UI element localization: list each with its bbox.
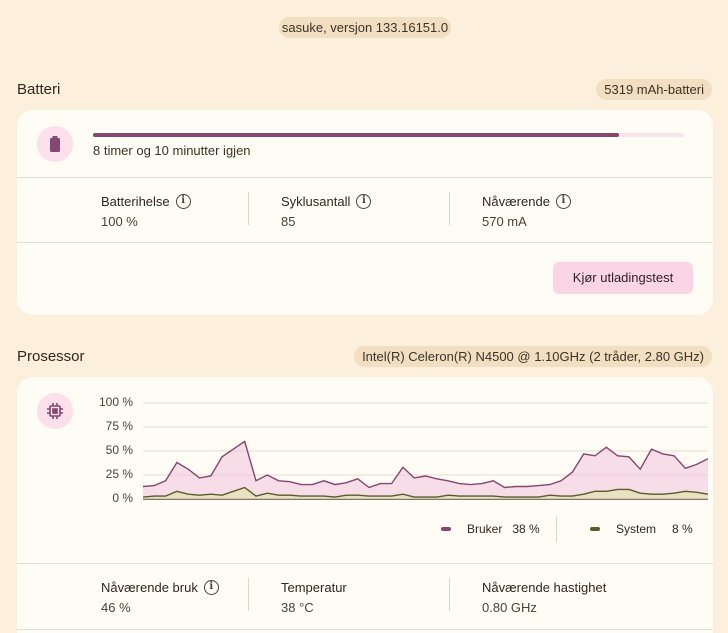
metric-value: 38 °C [281, 600, 314, 615]
legend-value: 38 % [512, 522, 540, 536]
metric-cycle-count: Syklusantall i 85 [281, 192, 372, 229]
y-tick-label: 0 % [112, 491, 133, 505]
processor-card: 100 % 75 % 50 % 25 % 0 % Bruker 38 % Sys… [17, 377, 713, 633]
metric-label: Nåværende bruk [101, 579, 198, 595]
metric-label: Syklusantall [281, 193, 351, 209]
battery-section-title: Batteri [17, 81, 61, 98]
legend-swatch [590, 527, 600, 531]
battery-charge-fill [93, 133, 619, 137]
battery-card: 8 timer og 10 minutter igjen Batterihels… [17, 110, 713, 315]
info-icon[interactable]: i [175, 193, 191, 209]
metric-current-speed: Nåværende hastighet 0.80 GHz [482, 578, 607, 616]
y-tick-label: 25 % [105, 467, 133, 481]
metric-label: Batterihelse [101, 193, 170, 209]
battery-time-remaining: 8 timer og 10 minutter igjen [93, 143, 251, 158]
metric-value: 100 % [101, 214, 138, 229]
metric-value: 0.80 GHz [482, 600, 537, 615]
separator [556, 516, 557, 542]
battery-icon [37, 126, 73, 162]
metric-battery-health: Batterihelse i 100 % [101, 192, 191, 229]
series-area-bruker [143, 441, 708, 499]
info-icon[interactable]: i [555, 193, 571, 209]
metric-label: Nåværende [482, 193, 550, 209]
battery-charge-bar [93, 133, 684, 137]
y-tick-label: 100 % [98, 395, 133, 409]
legend-user: Bruker 38 % [441, 522, 540, 536]
legend-value: 8 % [672, 522, 693, 536]
metric-value: 85 [281, 214, 296, 229]
legend-system: System 8 % [590, 522, 693, 536]
series-line-system [143, 486, 708, 498]
series-line-bruker [143, 440, 708, 489]
cpu-model-chip: Intel(R) Celeron(R) N4500 @ 1.10GHz (2 t… [354, 346, 712, 367]
processor-section-title: Prosessor [17, 348, 85, 365]
divider [17, 177, 713, 178]
version-chip: sasuke, versjon 133.16151.0 [279, 17, 451, 38]
discharge-test-button[interactable]: Kjør utladingstest [553, 262, 693, 294]
separator [248, 192, 249, 225]
metric-value: 46 % [101, 600, 131, 615]
divider [17, 563, 713, 564]
separator [449, 192, 450, 225]
legend-label: Bruker [467, 522, 503, 536]
metric-value: 570 mA [482, 214, 527, 229]
metric-temperature: Temperatur 38 °C [281, 578, 347, 616]
legend-swatch [441, 527, 451, 531]
cpu-usage-chart [143, 402, 708, 500]
metric-current-usage: Nåværende bruk i 46 % [101, 578, 219, 615]
divider [17, 629, 713, 630]
y-tick-label: 50 % [105, 443, 133, 457]
separator [248, 578, 249, 611]
metric-current: Nåværende i 570 mA [482, 192, 571, 229]
metric-label: Nåværende hastighet [482, 579, 607, 595]
y-tick-label: 75 % [105, 419, 133, 433]
cpu-icon [37, 393, 73, 429]
metric-label: Temperatur [281, 579, 347, 595]
separator [449, 578, 450, 611]
divider [17, 242, 713, 243]
info-icon[interactable]: i [356, 193, 372, 209]
battery-capacity-chip: 5319 mAh-batteri [596, 79, 712, 100]
info-icon[interactable]: i [203, 579, 219, 595]
legend-label: System [616, 522, 657, 536]
